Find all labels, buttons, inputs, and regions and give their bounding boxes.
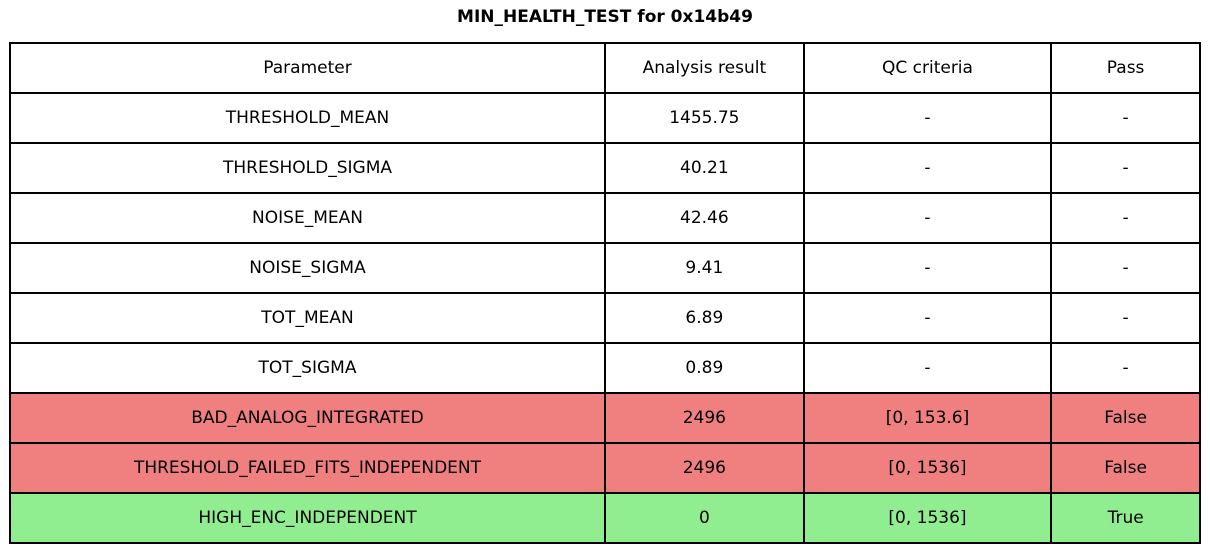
cell-qc-criteria: [0, 1536] xyxy=(802,492,1053,544)
cell-pass: - xyxy=(1050,92,1201,144)
cell-analysis-result: 6.89 xyxy=(604,292,805,344)
cell-parameter: THRESHOLD_SIGMA xyxy=(9,142,606,194)
table-row: THRESHOLD_MEAN 1455.75- - xyxy=(9,92,1201,144)
table-header: Parameter Analysis result QC criteria Pa… xyxy=(9,42,1201,94)
table-row: THRESHOLD_FAILED_FITS_INDEPENDENT 2496 [0,… xyxy=(9,442,1201,494)
cell-qc-criteria: - xyxy=(802,142,1053,194)
cell-parameter: BAD_ANALOG_INTEGRATED xyxy=(9,392,606,444)
cell-qc-criteria: - xyxy=(802,192,1053,244)
table-row: THRESHOLD_SIGMA 40.21- - xyxy=(9,142,1201,194)
chart-title: MIN_HEALTH_TEST for 0x14b49 xyxy=(457,7,753,27)
table-row: NOISE_MEAN 42.46- - xyxy=(9,192,1201,244)
cell-parameter: NOISE_MEAN xyxy=(9,192,606,244)
table-row: HIGH_ENC_INDEPENDENT 0 [0, 1536] True xyxy=(9,492,1201,544)
cell-parameter: HIGH_ENC_INDEPENDENT xyxy=(9,492,606,544)
cell-analysis-result: 0.89 xyxy=(604,342,805,394)
cell-pass: - xyxy=(1050,292,1201,344)
cell-qc-criteria: - xyxy=(802,242,1053,294)
cell-parameter: THRESHOLD_MEAN xyxy=(9,92,606,144)
cell-qc-criteria: [0, 1536] xyxy=(802,442,1053,494)
table-row: TOT_MEAN 6.89- - xyxy=(9,292,1201,344)
cell-pass: - xyxy=(1050,192,1201,244)
cell-qc-criteria: - xyxy=(802,292,1053,344)
qc-results-table: Parameter Analysis result QC criteria Pa… xyxy=(9,42,1201,544)
cell-pass: False xyxy=(1050,392,1201,444)
column-header-pass: Pass xyxy=(1050,42,1201,94)
cell-pass: - xyxy=(1050,242,1201,294)
cell-parameter: TOT_SIGMA xyxy=(9,342,606,394)
cell-parameter: TOT_MEAN xyxy=(9,292,606,344)
cell-pass: - xyxy=(1050,142,1201,194)
cell-analysis-result: 40.21 xyxy=(604,142,805,194)
cell-qc-criteria: - xyxy=(802,92,1053,144)
column-header-qc-criteria: QC criteria xyxy=(802,42,1053,94)
cell-analysis-result: 42.46 xyxy=(604,192,805,244)
header-row: Parameter Analysis result QC criteria Pa… xyxy=(9,42,1201,94)
table-body: THRESHOLD_MEAN 1455.75- - THRESHOLD_SIGMA 40… xyxy=(9,92,1201,544)
column-header-analysis-result: Analysis result xyxy=(604,42,805,94)
cell-pass: False xyxy=(1050,442,1201,494)
cell-pass: - xyxy=(1050,342,1201,394)
cell-parameter: THRESHOLD_FAILED_FITS_INDEPENDENT xyxy=(9,442,606,494)
column-header-parameter: Parameter xyxy=(9,42,606,94)
cell-pass: True xyxy=(1050,492,1201,544)
table-row: NOISE_SIGMA 9.41- - xyxy=(9,242,1201,294)
cell-qc-criteria: - xyxy=(802,342,1053,394)
cell-analysis-result: 9.41 xyxy=(604,242,805,294)
table-row: BAD_ANALOG_INTEGRATED 2496 [0, 153.6] False xyxy=(9,392,1201,444)
table-row: TOT_SIGMA 0.89- - xyxy=(9,342,1201,394)
cell-qc-criteria: [0, 153.6] xyxy=(802,392,1053,444)
cell-analysis-result: 1455.75 xyxy=(604,92,805,144)
cell-analysis-result: 2496 xyxy=(604,392,805,444)
cell-analysis-result: 2496 xyxy=(604,442,805,494)
cell-analysis-result: 0 xyxy=(604,492,805,544)
cell-parameter: NOISE_SIGMA xyxy=(9,242,606,294)
